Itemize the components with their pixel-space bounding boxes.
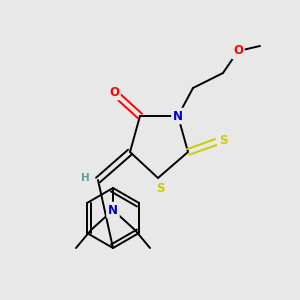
Text: H: H (81, 173, 89, 183)
Text: N: N (173, 110, 183, 122)
Text: S: S (219, 134, 227, 146)
Text: N: N (108, 203, 118, 217)
Text: S: S (156, 182, 164, 194)
Text: O: O (109, 85, 119, 98)
Text: O: O (233, 44, 243, 58)
